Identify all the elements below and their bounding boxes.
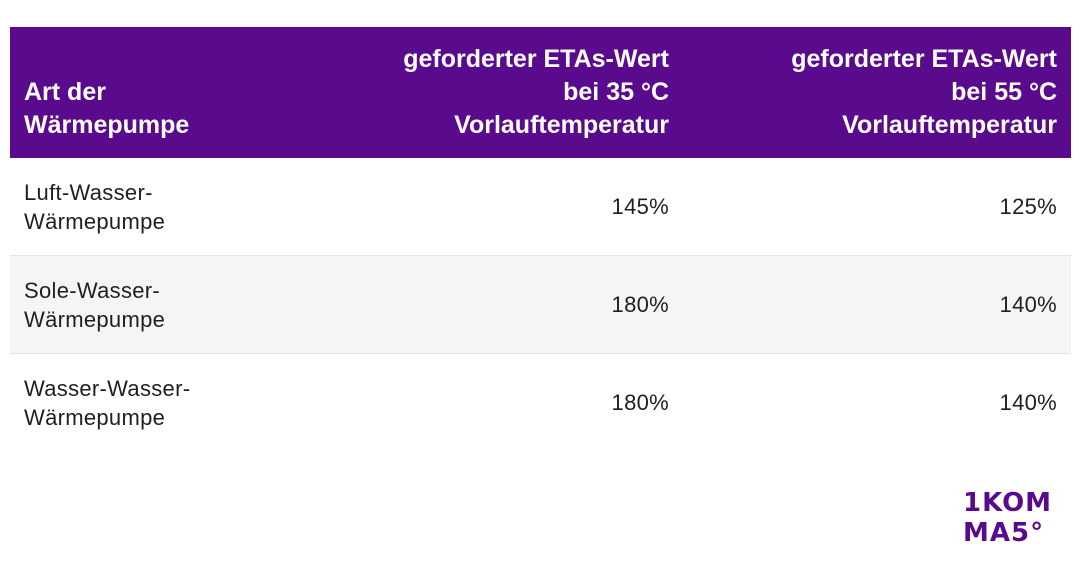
cell-heat-pump-type: Luft-Wasser- Wärmepumpe	[24, 179, 166, 234]
cell-etas-55: 140%	[999, 292, 1057, 317]
cell-heat-pump-type: Wasser-Wasser- Wärmepumpe	[24, 375, 191, 430]
header-label: geforderter ETAs-Wert bei 35 °C Vorlauft…	[403, 45, 669, 139]
logo-line-2: MA5°	[963, 518, 1045, 548]
header-etas-35: geforderter ETAs-Wert bei 35 °C Vorlauft…	[373, 27, 671, 158]
header-label: geforderter ETAs-Wert bei 55 °C Vorlauft…	[791, 45, 1057, 139]
table-row: Sole-Wasser- Wärmepumpe 180% 140%	[10, 256, 1071, 354]
brand-logo: 1KOM MA5°	[963, 488, 1063, 548]
logo-line-1: 1KOM	[963, 488, 1053, 518]
header-heat-pump-type: Art der Wärmepumpe	[10, 27, 373, 158]
cell-etas-55: 140%	[999, 390, 1057, 415]
cell-heat-pump-type: Sole-Wasser- Wärmepumpe	[24, 277, 166, 332]
table-header: Art der Wärmepumpe geforderter ETAs-Wert…	[10, 27, 1071, 158]
header-etas-55: geforderter ETAs-Wert bei 55 °C Vorlauft…	[671, 27, 1071, 158]
cell-etas-35: 180%	[611, 390, 669, 415]
cell-etas-35: 145%	[611, 194, 669, 219]
requirements-table: Art der Wärmepumpe geforderter ETAs-Wert…	[10, 27, 1071, 451]
cell-etas-55: 125%	[999, 194, 1057, 219]
cell-etas-35: 180%	[611, 292, 669, 317]
table-row: Luft-Wasser- Wärmepumpe 145% 125%	[10, 158, 1071, 256]
table-row: Wasser-Wasser- Wärmepumpe 180% 140%	[10, 354, 1071, 451]
header-label: Art der Wärmepumpe	[24, 78, 190, 139]
